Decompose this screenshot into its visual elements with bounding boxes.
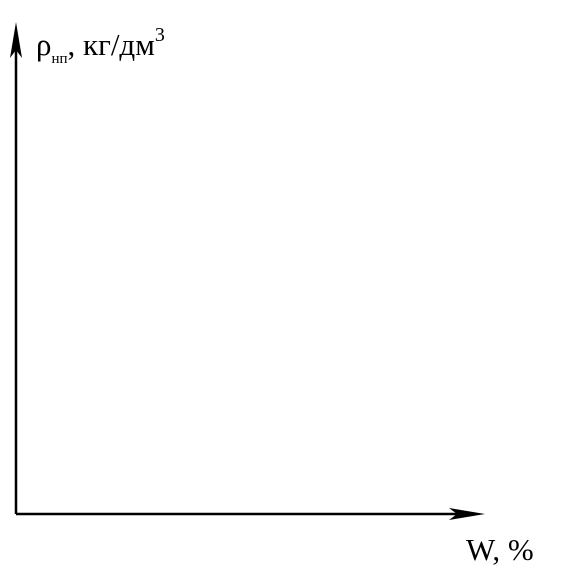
x-axis-label: W, % [466,532,534,567]
x-axis-arrow-icon [449,508,485,520]
y-axis-subscript: нп [51,51,67,67]
y-axis-arrow-icon [10,22,22,58]
y-axis-unit-superscript: 3 [155,24,165,46]
y-axis-unit: , кг/дм [68,27,155,62]
y-axis-symbol: ρ [36,27,51,62]
y-axis-label: ρнп, кг/дм3 [36,24,165,67]
